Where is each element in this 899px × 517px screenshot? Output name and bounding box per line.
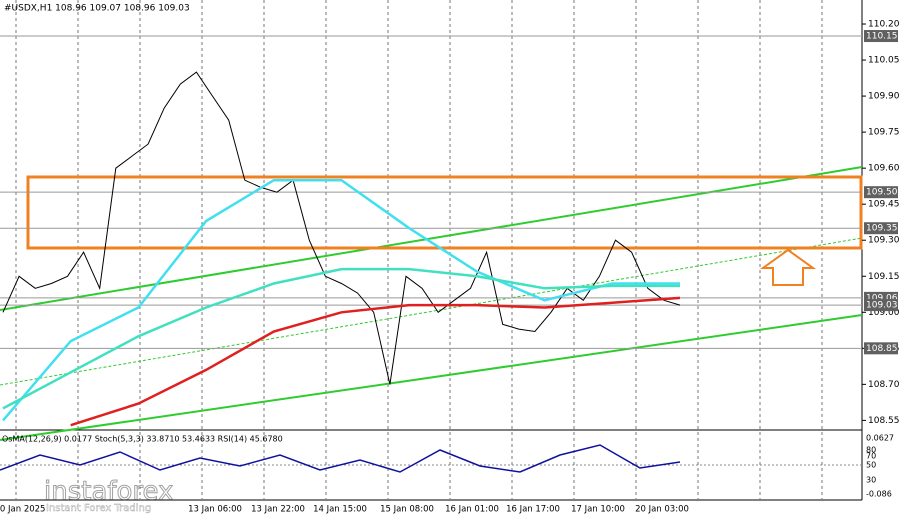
trend-line: [0, 237, 863, 386]
level-label: 109.06: [866, 293, 898, 303]
y-tick-label: 109.00: [868, 308, 899, 318]
series-line: [2, 178, 680, 422]
y-tick-label: 109.30: [868, 236, 899, 246]
indicator-axis-label: 70: [866, 452, 876, 461]
indicator-axis-label: 0.0627: [866, 434, 894, 443]
indicator-line: [0, 444, 681, 473]
indicator-axis-label: 50: [866, 461, 876, 470]
level-label: 108.85: [866, 344, 898, 354]
indicator-axis-label: 30: [866, 476, 876, 485]
level-tag: [864, 222, 898, 235]
level-tag: [864, 186, 898, 199]
watermark-tagline: Instant Forex Trading: [46, 503, 151, 514]
zone-box: [26, 175, 863, 250]
chart-title: #USDX,H1 108.96 109.07 108.96 109.03: [4, 4, 190, 14]
series-line: [70, 296, 681, 427]
y-tick-label: 108.70: [868, 380, 899, 390]
level-label: 110.15: [866, 32, 898, 42]
x-tick-label: 15 Jan 08:00: [380, 505, 434, 515]
level-label: 109.50: [866, 188, 898, 198]
x-tick-label: 13 Jan 22:00: [251, 505, 305, 515]
y-tick-label: 108.55: [868, 416, 899, 426]
indicator-axis-label: -0.086: [866, 490, 892, 499]
x-tick-label: 13 Jan 06:00: [188, 505, 242, 515]
y-tick-label: 109.15: [868, 272, 899, 282]
indicator-title: OsMA(12,26,9) 0.0177 Stoch(5,3,3) 33.871…: [2, 435, 283, 444]
level-tag: [864, 30, 898, 43]
indicator-axis-label: 80: [866, 446, 876, 455]
level-label: 109.03: [866, 301, 898, 311]
level-tag: [864, 342, 898, 355]
x-tick-label: 10 Jan 2025: [0, 505, 45, 515]
y-tick-label: 110.05: [868, 56, 899, 66]
x-tick-label: 20 Jan 03:00: [635, 505, 689, 515]
x-tick-label: 16 Jan 01:00: [445, 505, 499, 515]
watermark: instaforex Instant Forex Trading: [44, 476, 174, 514]
trend-line: [0, 314, 863, 441]
y-tick-label: 110.20: [868, 20, 899, 30]
trend-line: [0, 166, 863, 311]
x-tick-label: 14 Jan 15:00: [313, 505, 367, 515]
level-label: 109.35: [866, 224, 898, 234]
y-tick-label: 109.60: [868, 164, 899, 174]
x-tick-label: 17 Jan 10:00: [571, 505, 625, 515]
level-tag: [864, 299, 898, 312]
series-line: [2, 267, 680, 410]
y-tick-label: 109.45: [868, 200, 899, 210]
arrow-up: [759, 248, 817, 286]
watermark-brand: instaforex: [44, 477, 173, 507]
x-tick-label: 16 Jan 17:00: [506, 505, 560, 515]
y-tick-label: 109.75: [868, 128, 899, 138]
vertical-grid: [15, 0, 823, 500]
y-tick-label: 109.90: [868, 92, 899, 102]
